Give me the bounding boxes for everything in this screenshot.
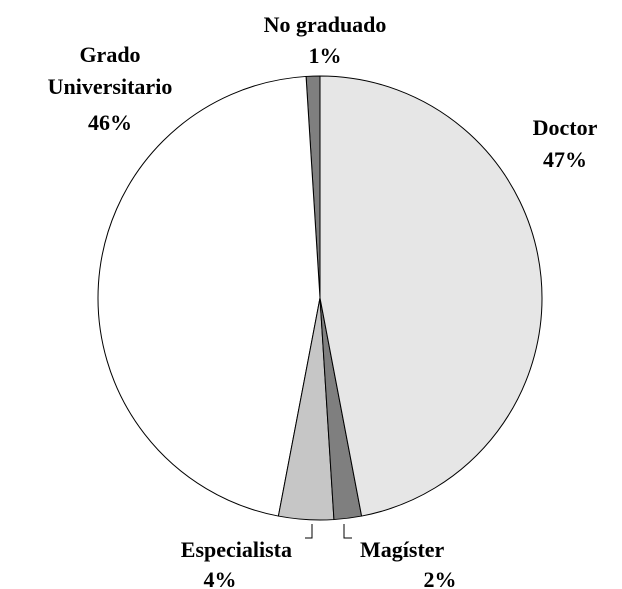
slice-label: Especialista <box>180 537 292 562</box>
slice-label: Grado Universitario <box>47 42 173 99</box>
slice-label: No graduado <box>263 12 387 37</box>
leader-line <box>343 524 352 539</box>
slice-label: Doctor <box>532 115 598 140</box>
pie-slice <box>319 75 543 517</box>
value-label: 2% <box>423 567 457 589</box>
pie-slice <box>97 75 321 517</box>
value-label: 1% <box>308 43 342 68</box>
slice-label: Magíster <box>360 537 445 562</box>
value-label: 47% <box>543 147 587 172</box>
value-label: 46% <box>88 110 132 135</box>
leader-line <box>305 524 313 539</box>
value-label: 4% <box>203 567 237 589</box>
